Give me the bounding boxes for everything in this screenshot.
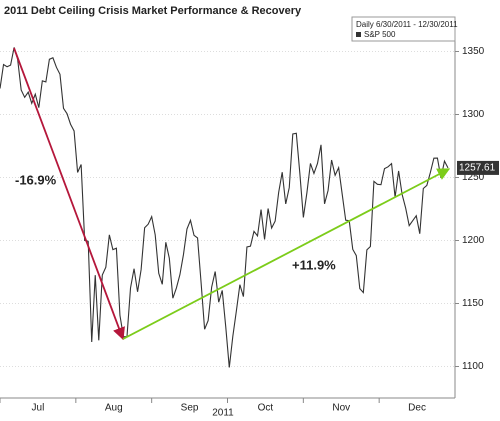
plot: [0, 47, 455, 368]
legend-title: Daily 6/30/2011 - 12/30/2011: [356, 20, 458, 29]
y-tick-label: 1100: [462, 361, 484, 372]
x-tick-label: Oct: [258, 403, 274, 414]
y-tick-label: 1300: [462, 109, 485, 120]
x-tick-label: Sep: [181, 403, 199, 414]
last-value-box: [457, 160, 499, 175]
price-line: [0, 47, 449, 368]
y-tick-label: 1150: [462, 298, 484, 309]
x-axis-label: 2011: [212, 408, 234, 419]
x-tick-label: Aug: [105, 403, 123, 414]
legend-swatch: [356, 32, 361, 37]
recovery-arrow: [122, 168, 451, 340]
legend-label: S&P 500: [364, 30, 396, 39]
x-tick-label: Dec: [408, 403, 426, 414]
decline-label: -16.9%: [15, 172, 57, 187]
y-tick-label: 1250: [462, 172, 485, 183]
x-tick-label: Jul: [32, 403, 45, 414]
x-tick-label: Nov: [332, 403, 350, 414]
last-value-label: 1257.61: [459, 163, 496, 174]
legend-box: [351, 16, 456, 42]
recovery-label: +11.9%: [292, 257, 336, 272]
y-tick-label: 1200: [462, 235, 485, 246]
y-tick-label: 1350: [462, 46, 485, 57]
chart-title: 2011 Debt Ceiling Crisis Market Performa…: [4, 5, 302, 17]
decline-arrow: [13, 47, 125, 341]
